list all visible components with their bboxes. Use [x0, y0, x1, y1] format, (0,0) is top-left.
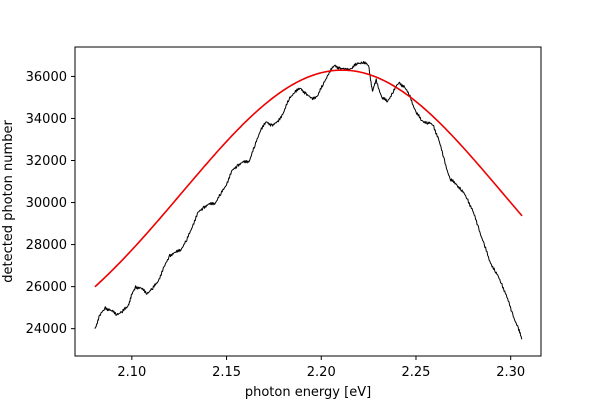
- y-tick-label: 32000: [26, 154, 67, 169]
- series-group: [94, 60, 523, 340]
- y-tick-label: 28000: [26, 238, 67, 253]
- y-axis-label: detected photon number: [1, 120, 16, 283]
- x-tick-label: 2.25: [401, 365, 430, 380]
- y-tick-label: 36000: [26, 70, 67, 85]
- plot-area: [94, 60, 523, 340]
- y-tick-label: 30000: [26, 196, 67, 211]
- measured-series-line: [94, 60, 523, 340]
- y-tick-label: 34000: [26, 112, 67, 127]
- x-tick-label: 2.20: [307, 365, 336, 380]
- y-tick-label: 26000: [26, 280, 67, 295]
- axes: 2.10 2.15 2.20 2.25 2.30 24000 26000 28000 30000…: [1, 46, 542, 400]
- y-tick-label: 24000: [26, 322, 67, 337]
- x-tick-label: 2.15: [212, 365, 241, 380]
- x-tick-label: 2.10: [117, 365, 146, 380]
- x-tick-label: 2.30: [496, 365, 525, 380]
- plot-frame: [74, 46, 542, 357]
- x-axis-label: photon energy [eV]: [245, 385, 371, 400]
- fit-series-line: [94, 69, 523, 288]
